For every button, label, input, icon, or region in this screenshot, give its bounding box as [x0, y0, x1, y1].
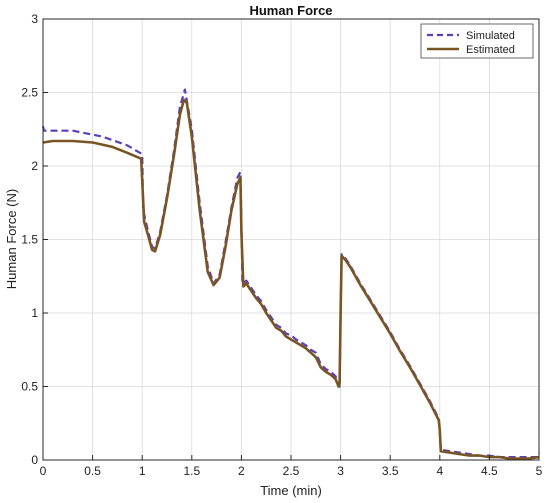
- x-tick-label: 2.5: [283, 464, 300, 478]
- legend-label-simulated: Simulated: [466, 30, 515, 42]
- x-tick-label: 1.5: [183, 464, 200, 478]
- x-tick-label: 3: [337, 464, 344, 478]
- y-tick-label: 3: [31, 12, 38, 26]
- y-axis-ticks: 0 0.5 1 1.5 2 2.5 3: [21, 12, 48, 467]
- y-axis-label: Human Force (N): [4, 189, 19, 289]
- y-tick-label: 1.5: [21, 233, 38, 247]
- y-tick-label: 2.5: [21, 86, 38, 100]
- y-tick-label: 1: [31, 306, 38, 320]
- x-tick-label: 0.5: [84, 464, 101, 478]
- series-line-estimated: [42, 98, 540, 460]
- x-tick-label: 4.5: [481, 464, 498, 478]
- chart-title: Human Force: [249, 3, 332, 18]
- series-group: [41, 88, 541, 460]
- x-tick-label: 0: [40, 464, 47, 478]
- x-tick-label: 1: [139, 464, 146, 478]
- x-axis-label: Time (min): [260, 483, 322, 498]
- y-tick-label: 2: [31, 159, 38, 173]
- y-tick-label: 0: [31, 453, 38, 467]
- x-tick-label: 2: [238, 464, 245, 478]
- x-tick-label: 5: [536, 464, 543, 478]
- legend-label-estimated: Estimated: [466, 44, 515, 56]
- x-tick-label: 4: [436, 464, 443, 478]
- legend: Simulated Estimated: [420, 23, 534, 59]
- x-axis-ticks: 0 0.5 1 1.5 2 2.5 3 3.5 4 4.5 5: [40, 455, 543, 478]
- y-tick-label: 0.5: [21, 380, 38, 394]
- x-tick-label: 3.5: [382, 464, 399, 478]
- legend-box: [420, 23, 534, 59]
